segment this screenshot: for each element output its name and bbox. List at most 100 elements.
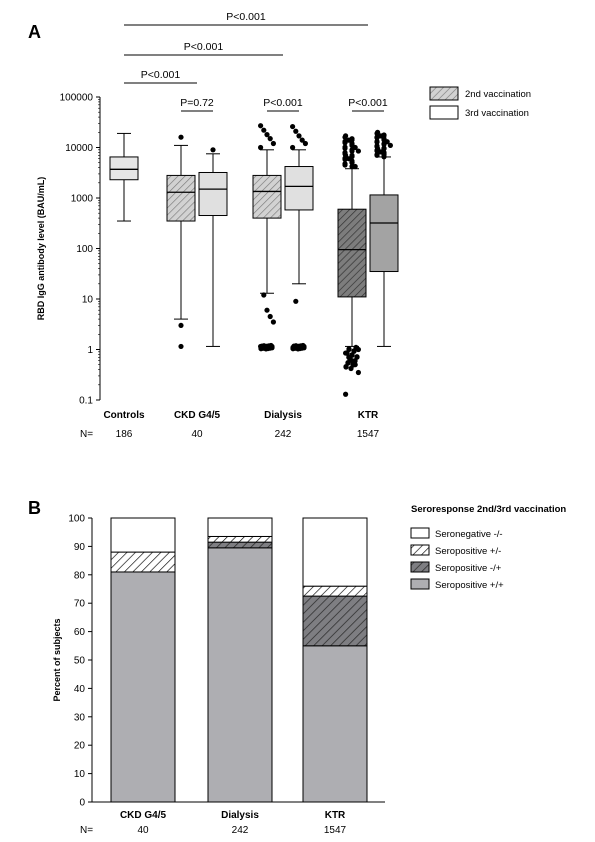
outlier-point: [178, 343, 184, 350]
outlier-point: [349, 152, 355, 158]
outlier-point: [354, 354, 360, 360]
outlier-point: [264, 307, 270, 313]
outlier-point: [293, 298, 299, 304]
n-row-label: N=: [80, 825, 93, 836]
legend-label: Seropositive +/-: [435, 546, 501, 557]
n-row-label: N=: [80, 429, 93, 440]
outlier-point: [387, 142, 393, 149]
outlier-point: [343, 363, 349, 370]
y-axis-title: RBD IgG antibody level (BAU/mL): [36, 177, 46, 321]
outlier-point: [347, 356, 353, 362]
outlier-point: [342, 155, 348, 161]
legend-title: Seroresponse 2nd/3rd vaccination: [411, 504, 566, 515]
y-tick-label: 10000: [65, 143, 93, 154]
bar-segment: [110, 551, 176, 573]
bar-segment: [302, 517, 368, 587]
n-value-label: 40: [137, 825, 149, 836]
bar-segment: [302, 595, 368, 647]
legend-swatch: [429, 105, 459, 120]
y-tick-label: 100000: [60, 93, 94, 104]
outlier-point: [374, 138, 380, 145]
outlier-point: [178, 134, 184, 140]
n-value-label: 40: [191, 429, 203, 440]
legend-label: 3rd vaccination: [465, 108, 529, 119]
bar-segment: [302, 645, 368, 803]
y-tick-label: 1: [87, 345, 93, 356]
outlier-point: [349, 141, 355, 147]
box-dialysis-2nd: [252, 174, 282, 219]
outlier-point: [345, 360, 351, 366]
outlier-point: [298, 344, 304, 350]
box-ckd-g4-5-2nd: [166, 174, 196, 222]
outlier-point: [344, 350, 350, 356]
y-tick-label: 60: [74, 627, 86, 638]
y-tick-label: 30: [74, 712, 86, 723]
outlier-point: [261, 292, 267, 298]
legend-swatch: [410, 561, 430, 573]
category-label: Dialysis: [221, 810, 259, 821]
p-bracket-controls-ktr-label: P<0.001: [226, 11, 266, 23]
outlier-point: [342, 138, 348, 145]
bar-segment: [302, 585, 368, 597]
outlier-point: [293, 344, 299, 350]
outlier-point: [266, 344, 272, 350]
outlier-point: [349, 352, 355, 358]
box-ktr-3rd: [369, 194, 399, 273]
outlier-point: [258, 123, 264, 129]
outlier-point: [346, 346, 352, 352]
legend-swatch: [429, 86, 459, 101]
legend-label: Seropositive +/+: [435, 580, 504, 591]
y-tick-label: 0.1: [79, 396, 93, 407]
category-label: CKD G4/5: [174, 410, 221, 421]
legend-swatch: [410, 527, 430, 539]
y-tick-label: 50: [74, 656, 86, 667]
outlier-point: [210, 147, 216, 153]
bar-segment: [207, 547, 273, 803]
p-bracket-controls-ckd-label: P<0.001: [141, 69, 181, 81]
outlier-point: [374, 143, 380, 149]
bar-segment: [110, 517, 176, 553]
category-label: KTR: [325, 810, 346, 821]
outlier-point: [349, 136, 355, 142]
y-tick-label: 90: [74, 542, 86, 553]
p-bracket-controls-dialysis-label: P<0.001: [184, 41, 224, 53]
category-label: Controls: [103, 410, 145, 421]
box-ckd-g4-5-3rd: [198, 171, 228, 217]
bar-segment: [207, 517, 273, 537]
y-tick-label: 100: [76, 244, 93, 255]
n-value-label: 1547: [357, 429, 380, 440]
panel-a-boxplot: 0.1 1 10 100 1000 10000 100000 RBD IgG antibody…: [36, 11, 531, 440]
legend-swatch: [410, 578, 430, 590]
outlier-point: [350, 361, 356, 368]
y-tick-label: 80: [74, 570, 86, 581]
outlier-point: [374, 152, 380, 158]
outlier-point: [349, 147, 355, 153]
y-tick-label: 1000: [71, 194, 94, 205]
outlier-point: [355, 148, 361, 154]
p-bracket-ktr-label: P<0.001: [348, 97, 388, 109]
outlier-point: [374, 130, 380, 137]
outlier-point: [270, 319, 276, 325]
outlier-point: [342, 161, 348, 167]
n-value-label: 186: [116, 429, 133, 440]
outlier-point: [348, 365, 354, 372]
y-tick-label: 40: [74, 684, 86, 695]
outlier-point: [290, 144, 296, 151]
outlier-point: [342, 134, 348, 140]
y-tick-label: 10: [74, 769, 86, 780]
outlier-point: [352, 358, 358, 364]
y-tick-label: 100: [68, 514, 85, 525]
outlier-point: [267, 313, 273, 320]
outlier-point: [261, 127, 267, 133]
outlier-point: [290, 123, 296, 130]
n-value-label: 242: [275, 429, 292, 440]
outlier-point: [381, 149, 387, 156]
bar-segment: [207, 535, 273, 543]
outlier-point: [349, 163, 355, 170]
category-label: Dialysis: [264, 410, 302, 421]
outlier-point: [381, 136, 387, 142]
outlier-point: [381, 154, 387, 160]
n-value-label: 242: [232, 825, 249, 836]
y-tick-label: 70: [74, 599, 86, 610]
y-axis-title: Percent of subjects: [52, 618, 62, 701]
